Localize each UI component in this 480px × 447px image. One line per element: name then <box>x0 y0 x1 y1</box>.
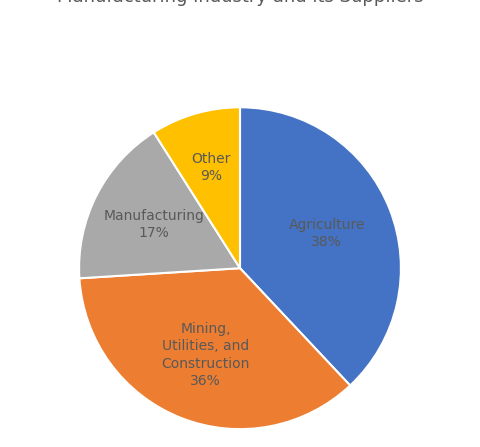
Wedge shape <box>154 107 240 268</box>
Title: Environmental Impact of the U.S.
Manufacturing Industry and its Suppliers: Environmental Impact of the U.S. Manufac… <box>57 0 423 6</box>
Wedge shape <box>240 107 401 385</box>
Wedge shape <box>79 268 350 429</box>
Text: Manufacturing
17%: Manufacturing 17% <box>104 209 204 240</box>
Text: Agriculture
38%: Agriculture 38% <box>288 218 365 249</box>
Wedge shape <box>79 132 240 278</box>
Text: Other
9%: Other 9% <box>191 152 230 183</box>
Text: Mining,
Utilities, and
Construction
36%: Mining, Utilities, and Construction 36% <box>161 322 250 388</box>
